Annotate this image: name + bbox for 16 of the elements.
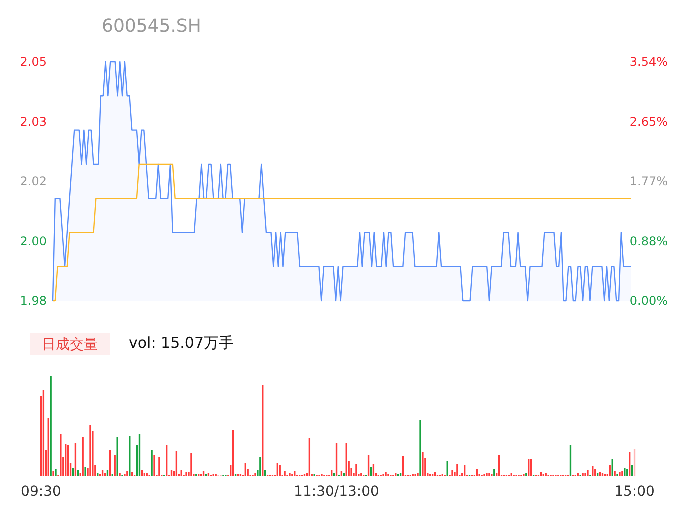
chart-title: 日成交量 <box>42 337 98 353</box>
y2-tick-label: 3.54% <box>630 55 668 69</box>
x-tick-label: 11:30/13:00 <box>294 484 380 500</box>
y-tick-label: 1.98 <box>20 294 47 308</box>
y2-tick-label: 2.65% <box>630 114 668 129</box>
x-tick-label: 09:30 <box>21 484 62 500</box>
chart-title: 600545.SH <box>102 16 202 37</box>
y-tick-label: 2.02 <box>20 174 47 188</box>
y2-tick-label: 1.77% <box>630 174 668 188</box>
y-tick-label: 2.05 <box>20 55 47 69</box>
y-tick-label: 2.03 <box>20 114 47 129</box>
y2-tick-label: 0.88% <box>630 234 668 248</box>
y2-tick-label: 0.00% <box>630 294 668 308</box>
chart-subtitle: vol: 15.07万手 <box>129 334 234 352</box>
y-tick-label: 2.00 <box>20 234 47 248</box>
x-tick-label: 15:00 <box>614 484 655 500</box>
